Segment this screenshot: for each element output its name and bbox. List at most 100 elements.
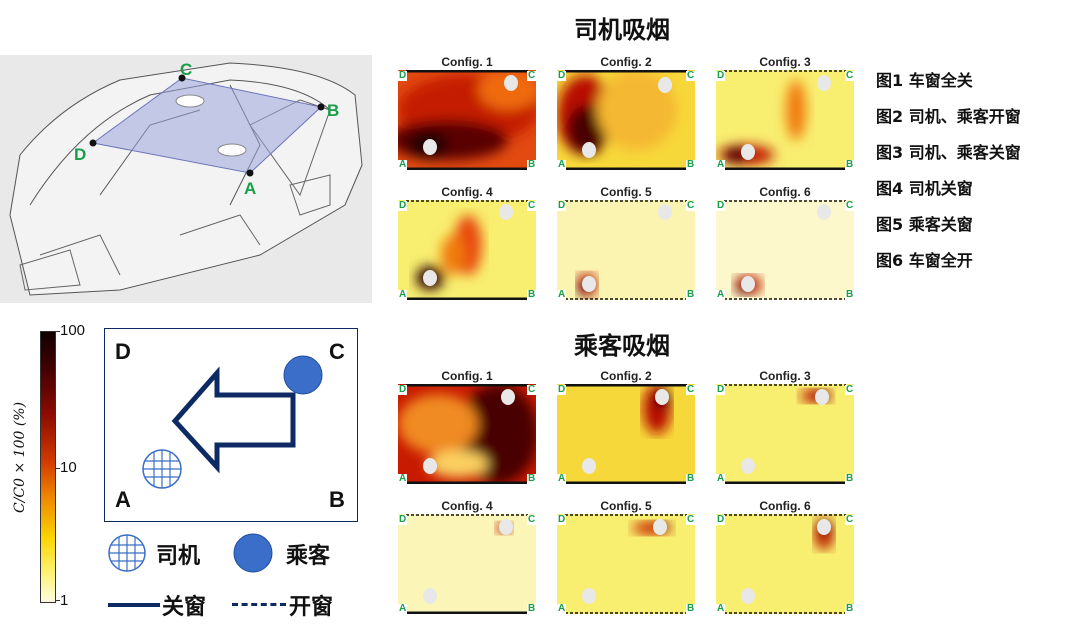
driver-config-6-corner-d: D xyxy=(716,200,726,211)
car-point-d: D xyxy=(74,145,87,164)
schematic-b: B xyxy=(329,487,345,512)
occupant-marker xyxy=(499,204,513,220)
driver-config-5-corner-c: C xyxy=(686,200,696,211)
occupant-marker xyxy=(499,519,513,535)
closed-window-label: 关窗 xyxy=(162,595,207,620)
occupant-marker xyxy=(501,389,515,405)
passenger-config-2-corner-b: B xyxy=(686,473,696,484)
car-diagram: C B D A xyxy=(0,55,372,303)
passenger-config-6-panel: Config. 6 D C A B xyxy=(716,499,855,614)
source-marker xyxy=(582,458,596,474)
driver-key-label: 司机 xyxy=(156,544,201,569)
schematic-d: D xyxy=(115,339,131,364)
driver-config-1-corner-a: A xyxy=(398,159,408,170)
passenger-config-2-corner-c: C xyxy=(686,384,696,395)
occupant-marker xyxy=(653,519,667,535)
passenger-config-4-corner-c: C xyxy=(527,514,537,525)
passenger-config-5-panel: Config. 5 D C A B xyxy=(557,499,696,614)
passenger-config-6-heatmap xyxy=(716,514,854,614)
driver-config-2-title: Config. 2 xyxy=(600,55,652,69)
passenger-config-3-corner-b: B xyxy=(845,473,855,484)
driver-config-5-panel: Config. 5 D C A B xyxy=(557,185,696,300)
passenger-config-5-corner-d: D xyxy=(557,514,567,525)
passenger-config-1-corner-a: A xyxy=(398,473,408,484)
passenger-smoking-title: 乘客吸烟 xyxy=(574,332,670,360)
driver-smoking-title: 司机吸烟 xyxy=(574,16,670,44)
colorbar xyxy=(40,331,56,603)
occupant-marker xyxy=(658,204,672,220)
driver-config-5-heatmap xyxy=(557,200,695,300)
passenger-config-4-corner-a: A xyxy=(398,603,408,614)
colorbar-tick-1: 1 xyxy=(60,592,69,609)
passenger-config-6-title: Config. 6 xyxy=(759,499,811,513)
passenger-key-label: 乘客 xyxy=(286,544,331,569)
passenger-config-6-corner-d: D xyxy=(716,514,726,525)
driver-config-3-panel: Config. 3 D C A B xyxy=(716,55,855,170)
colorbar-label: C/C0 × 100 (%) xyxy=(12,401,28,513)
driver-config-3-corner-b: B xyxy=(845,159,855,170)
driver-config-4-corner-c: C xyxy=(527,200,537,211)
source-marker xyxy=(423,139,437,155)
passenger-config-6-corner-c: C xyxy=(845,514,855,525)
passenger-config-4-title: Config. 4 xyxy=(441,499,493,513)
passenger-config-3-corner-c: C xyxy=(845,384,855,395)
occupant-marker xyxy=(655,389,669,405)
occupant-marker xyxy=(817,204,831,220)
source-marker xyxy=(423,458,437,474)
legend-item-5: 图5 乘客关窗 xyxy=(876,215,973,234)
source-marker xyxy=(741,276,755,292)
passenger-config-3-heatmap xyxy=(716,384,854,484)
source-marker xyxy=(423,588,437,604)
driver-config-5-corner-b: B xyxy=(686,289,696,300)
colorbar-tick-100: 100 xyxy=(60,322,86,339)
driver-config-6-corner-c: C xyxy=(845,200,855,211)
passenger-config-1-corner-d: D xyxy=(398,384,408,395)
source-marker xyxy=(423,270,437,286)
driver-config-1-corner-b: B xyxy=(527,159,537,170)
driver-config-4-corner-a: A xyxy=(398,289,408,300)
driver-key-icon xyxy=(108,534,146,572)
schematic-a: A xyxy=(115,487,131,512)
passenger-config-3-corner-a: A xyxy=(716,473,726,484)
driver-config-5-corner-d: D xyxy=(557,200,567,211)
passenger-config-5-title: Config. 5 xyxy=(600,499,652,513)
legend-item-2: 图2 司机、乘客开窗 xyxy=(876,107,1021,126)
passenger-config-1-corner-b: B xyxy=(527,473,537,484)
passenger-config-6-corner-a: A xyxy=(716,603,726,614)
driver-config-2-corner-d: D xyxy=(557,70,567,81)
passenger-config-2-heatmap xyxy=(557,384,695,484)
driver-config-1-panel: Config. 1 D C A B xyxy=(398,55,537,170)
passenger-config-5-corner-a: A xyxy=(557,603,567,614)
passenger-config-1-heatmap xyxy=(398,384,536,484)
passenger-config-3-corner-d: D xyxy=(716,384,726,395)
airflow-arrow xyxy=(142,355,323,489)
driver-config-3-corner-c: C xyxy=(845,70,855,81)
passenger-key-icon xyxy=(233,533,273,573)
passenger-config-1-panel: Config. 1 D C A B xyxy=(398,369,537,484)
source-marker xyxy=(582,588,596,604)
passenger-config-4-corner-d: D xyxy=(398,514,408,525)
car-point-b: B xyxy=(327,101,340,120)
passenger-config-2-panel: Config. 2 D C A B xyxy=(557,369,696,484)
driver-config-5-corner-a: A xyxy=(557,289,567,300)
schematic-c: C xyxy=(329,339,345,364)
source-marker xyxy=(582,276,596,292)
driver-config-3-corner-a: A xyxy=(716,159,726,170)
driver-config-2-heatmap xyxy=(557,70,695,170)
driver-config-6-title: Config. 6 xyxy=(759,185,811,199)
colorbar-tick-10: 10 xyxy=(60,459,77,476)
driver-config-2-corner-b: B xyxy=(686,159,696,170)
passenger-config-5-corner-b: B xyxy=(686,603,696,614)
passenger-config-5-corner-c: C xyxy=(686,514,696,525)
open-window-label: 开窗 xyxy=(289,595,334,620)
passenger-config-3-panel: Config. 3 D C A B xyxy=(716,369,855,484)
legend-item-6: 图6 车窗全开 xyxy=(876,251,973,270)
legend-item-4: 图4 司机关窗 xyxy=(876,179,973,198)
open-window-line xyxy=(232,603,286,606)
occupant-marker xyxy=(658,77,672,93)
driver-config-1-heatmap xyxy=(398,70,536,170)
source-marker xyxy=(741,144,755,160)
occupant-marker xyxy=(815,389,829,405)
driver-config-3-title: Config. 3 xyxy=(759,55,811,69)
legend-item-3: 图3 司机、乘客关窗 xyxy=(876,143,1021,162)
